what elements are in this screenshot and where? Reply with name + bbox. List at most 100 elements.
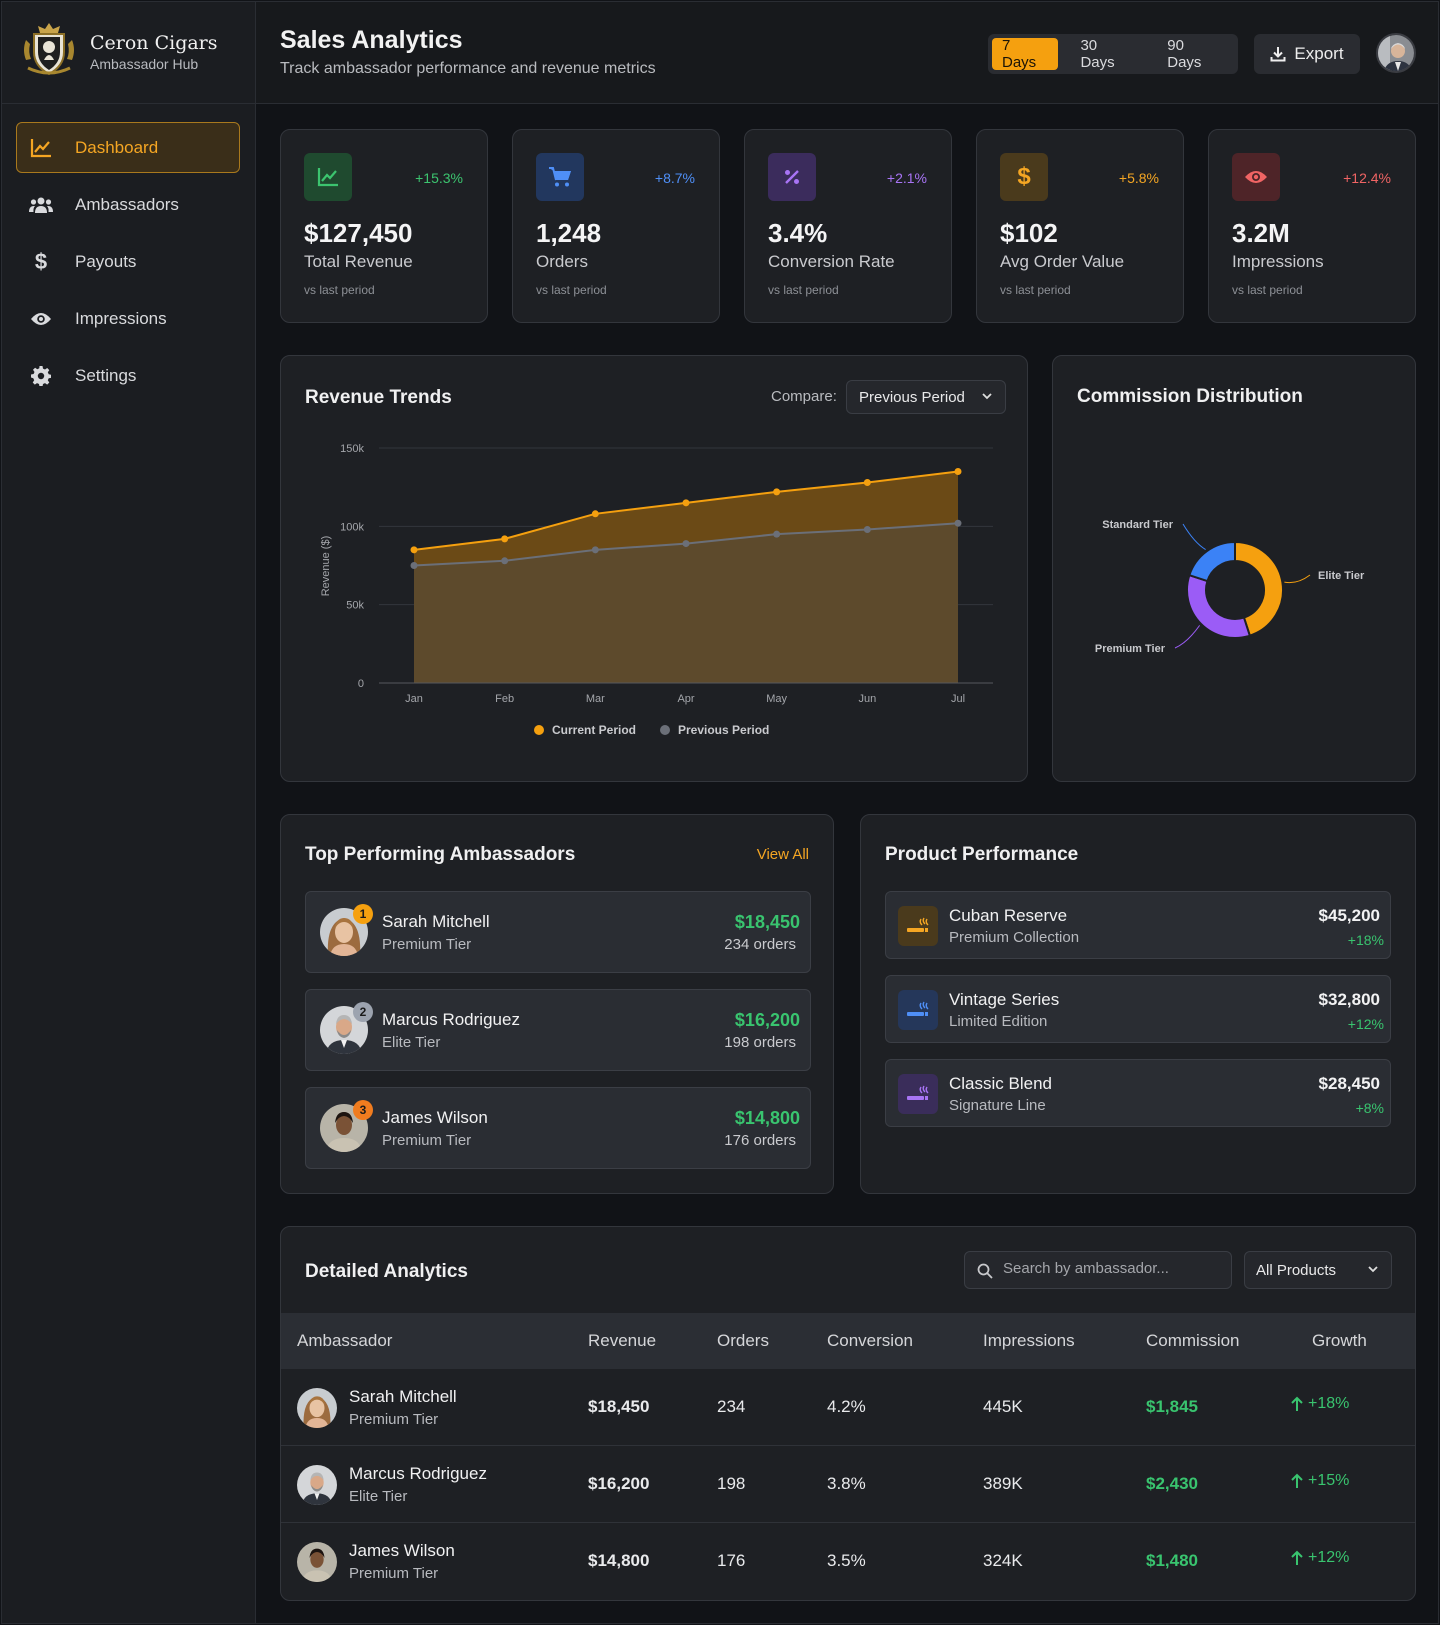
compare-select[interactable]: Previous Period bbox=[846, 380, 1006, 414]
product-performance-card: Product Performance Cuban Reserve Premiu… bbox=[860, 814, 1416, 1194]
product-revenue: $32,800 bbox=[1318, 990, 1380, 1009]
column-header[interactable]: Impressions bbox=[983, 1331, 1075, 1350]
growth-cell: +12% bbox=[1290, 1549, 1349, 1567]
product-delta: +8% bbox=[1355, 1100, 1384, 1116]
page-subtitle: Track ambassador performance and revenue… bbox=[280, 60, 656, 77]
stat-note: vs last period bbox=[536, 283, 607, 297]
arrow-up-icon bbox=[1291, 1473, 1303, 1488]
ambassador-item[interactable]: 1 Sarah Mitchell Premium Tier $18,450 23… bbox=[305, 891, 811, 973]
conversion-cell: 3.8% bbox=[827, 1474, 866, 1493]
stat-delta: +2.1% bbox=[886, 170, 927, 186]
table-row[interactable]: Marcus Rodriguez Elite Tier $16,200 198 … bbox=[281, 1446, 1415, 1523]
stat-card-orders: +8.7% 1,248 Orders vs last period bbox=[512, 129, 720, 323]
column-header[interactable]: Commission bbox=[1146, 1331, 1240, 1350]
rank-badge: 2 bbox=[353, 1002, 373, 1022]
product-line: Signature Line bbox=[949, 1097, 1046, 1114]
chevron-down-icon bbox=[982, 393, 992, 400]
product-item[interactable]: Classic Blend Signature Line $28,450 +8% bbox=[885, 1059, 1391, 1127]
sidebar-item-label: Settings bbox=[75, 365, 137, 385]
user-avatar[interactable] bbox=[1376, 33, 1416, 73]
conversion-cell: 4.2% bbox=[827, 1397, 866, 1416]
page-title: Sales Analytics bbox=[280, 26, 463, 54]
sidebar-item-dashboard[interactable]: Dashboard bbox=[16, 122, 240, 173]
stat-value: $127,450 bbox=[304, 218, 413, 248]
range-90-days-button[interactable]: 90 Days bbox=[1167, 37, 1202, 71]
sidebar-item-settings[interactable]: Settings bbox=[16, 350, 240, 401]
growth-cell: +15% bbox=[1290, 1472, 1349, 1490]
impressions-cell: 445K bbox=[983, 1397, 1023, 1416]
search-box bbox=[964, 1251, 1232, 1289]
column-header[interactable]: Conversion bbox=[827, 1331, 913, 1350]
product-name: Vintage Series bbox=[949, 990, 1060, 1009]
ambassador-orders: 176 orders bbox=[724, 1132, 796, 1149]
x-tick-label: Jul bbox=[951, 693, 965, 705]
cigar-icon bbox=[898, 906, 938, 946]
conversion-cell: 3.5% bbox=[827, 1551, 866, 1570]
crest-logo-icon bbox=[24, 23, 74, 76]
avatar bbox=[297, 1542, 337, 1582]
growth-value: +12% bbox=[1308, 1549, 1350, 1566]
range-7-days-button[interactable]: 7 Days bbox=[992, 37, 1059, 71]
top-ambassadors-card: Top Performing Ambassadors View All 1 Sa… bbox=[280, 814, 834, 1194]
table-row[interactable]: James Wilson Premium Tier $14,800 176 3.… bbox=[281, 1523, 1415, 1600]
export-button[interactable]: Export bbox=[1254, 34, 1360, 74]
stat-delta: +15.3% bbox=[415, 170, 463, 186]
sidebar-item-payouts[interactable]: $ Payouts bbox=[16, 236, 240, 287]
stat-card-avg-order: $ +5.8% $102 Avg Order Value vs last per… bbox=[976, 129, 1184, 323]
data-point bbox=[682, 540, 690, 548]
brand-subtitle: Ambassador Hub bbox=[90, 56, 199, 72]
x-tick-label: Mar bbox=[586, 693, 605, 705]
stat-delta: +5.8% bbox=[1118, 170, 1159, 186]
compare-label: Compare: bbox=[771, 388, 837, 405]
ambassador-tier: Premium Tier bbox=[349, 1411, 439, 1428]
legend-swatch bbox=[534, 725, 544, 735]
product-item[interactable]: Vintage Series Limited Edition $32,800 +… bbox=[885, 975, 1391, 1043]
ambassador-name: Marcus Rodriguez bbox=[349, 1464, 487, 1483]
product-filter-value: All Products bbox=[1256, 1261, 1337, 1279]
revenue-trends-title: Revenue Trends bbox=[305, 387, 452, 408]
ambassador-item[interactable]: 3 James Wilson Premium Tier $14,800 176 … bbox=[305, 1087, 811, 1169]
download-icon bbox=[1270, 47, 1286, 62]
view-all-link[interactable]: View All bbox=[756, 846, 809, 863]
slice-label: Elite Tier bbox=[1318, 570, 1365, 582]
column-header[interactable]: Growth bbox=[1312, 1331, 1367, 1350]
y-tick-label: 0 bbox=[358, 678, 364, 690]
stat-note: vs last period bbox=[304, 283, 375, 297]
slice-label: Premium Tier bbox=[1095, 643, 1166, 655]
x-tick-label: Feb bbox=[495, 693, 514, 705]
ambassador-revenue: $14,800 bbox=[734, 1108, 800, 1128]
column-header[interactable]: Orders bbox=[717, 1331, 769, 1350]
gear-icon bbox=[29, 364, 53, 388]
orders-cell: 176 bbox=[717, 1551, 746, 1570]
sidebar-item-impressions[interactable]: Impressions bbox=[16, 293, 240, 344]
legend-swatch bbox=[660, 725, 670, 735]
stat-card-conversion: +2.1% 3.4% Conversion Rate vs last perio… bbox=[744, 129, 952, 323]
ambassador-name: James Wilson bbox=[382, 1108, 488, 1127]
commission-cell: $1,845 bbox=[1146, 1397, 1198, 1416]
column-header[interactable]: Ambassador bbox=[297, 1331, 393, 1350]
table-row[interactable]: Sarah Mitchell Premium Tier $18,450 234 … bbox=[281, 1369, 1415, 1446]
ambassador-tier: Premium Tier bbox=[382, 1132, 472, 1149]
product-filter-select[interactable]: All Products bbox=[1244, 1251, 1392, 1289]
ambassador-item[interactable]: 2 Marcus Rodriguez Elite Tier $16,200 19… bbox=[305, 989, 811, 1071]
table-header: Ambassador Revenue Orders Conversion Imp… bbox=[281, 1313, 1415, 1369]
y-axis-label: Revenue ($) bbox=[320, 536, 332, 597]
data-point bbox=[863, 478, 871, 486]
ambassador-tier: Elite Tier bbox=[349, 1488, 408, 1505]
cart-icon bbox=[536, 153, 584, 201]
eye-icon bbox=[29, 307, 53, 331]
sidebar-item-label: Payouts bbox=[75, 251, 137, 271]
cigar-icon bbox=[898, 990, 938, 1030]
commission-title: Commission Distribution bbox=[1077, 386, 1303, 407]
search-input[interactable] bbox=[1003, 1260, 1223, 1277]
commission-card: Commission Distribution Elite Tier Premiu… bbox=[1052, 355, 1416, 782]
top-ambassadors-title: Top Performing Ambassadors bbox=[305, 844, 576, 865]
range-30-days-button[interactable]: 30 Days bbox=[1080, 37, 1115, 71]
column-header[interactable]: Revenue bbox=[588, 1331, 657, 1350]
stat-note: vs last period bbox=[1232, 283, 1303, 297]
sidebar-item-ambassadors[interactable]: Ambassadors bbox=[16, 179, 240, 230]
growth-value: +15% bbox=[1308, 1472, 1350, 1489]
product-item[interactable]: Cuban Reserve Premium Collection $45,200… bbox=[885, 891, 1391, 959]
data-point bbox=[954, 468, 962, 475]
compare-select-value: Previous Period bbox=[859, 388, 965, 406]
